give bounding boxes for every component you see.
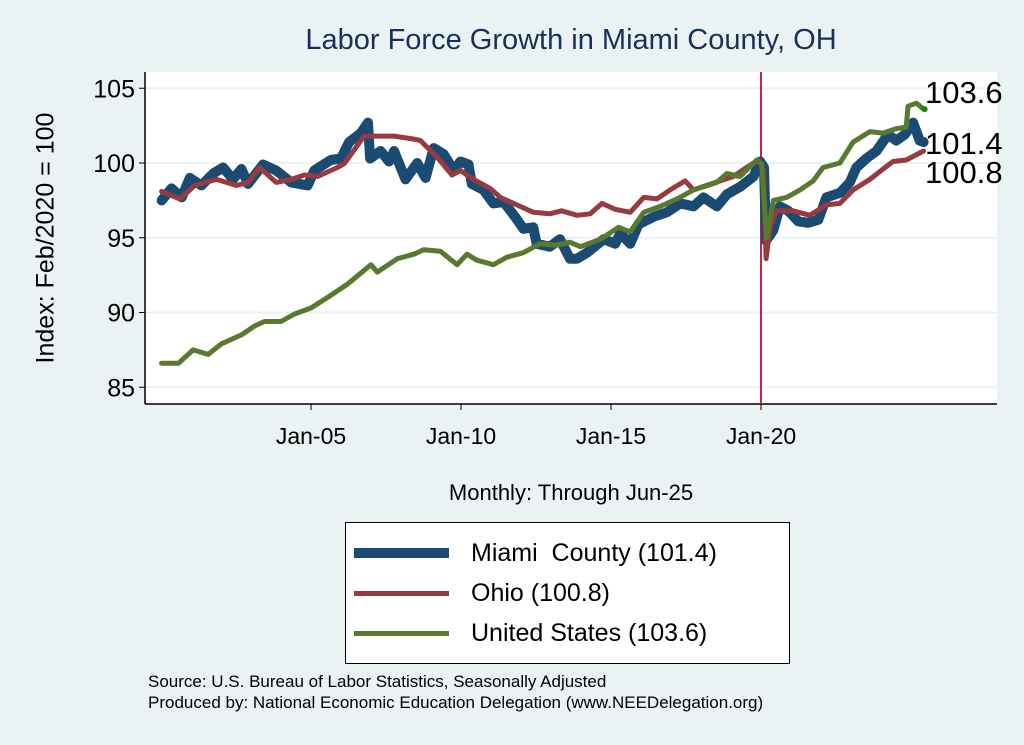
legend-swatch	[354, 548, 449, 558]
series-line-ohio	[159, 133, 927, 262]
end-value-label: 103.6	[925, 75, 1003, 110]
x-axis-label: Monthly: Through Jun-25	[448, 480, 694, 505]
y-tick-label: 95	[107, 225, 135, 253]
y-tick-label: 90	[107, 300, 135, 328]
legend: Miami County (101.4) Ohio (100.8) United…	[345, 522, 790, 664]
legend-swatch	[354, 630, 449, 636]
y-tick-label: 85	[107, 374, 135, 402]
y-axis-label: Index: Feb/2020 = 100	[31, 112, 60, 364]
legend-label: Ohio (100.8)	[471, 578, 610, 607]
y-tick-label: 105	[93, 75, 135, 103]
legend-swatch	[354, 590, 449, 596]
legend-item-us: United States (103.6)	[354, 613, 707, 653]
x-tick-label: Jan-10	[426, 423, 496, 449]
produced-by-note: Produced by: National Economic Education…	[148, 693, 764, 712]
legend-item-miami: Miami County (101.4)	[354, 533, 717, 573]
us-end-marker	[921, 106, 928, 113]
x-tick-label: Jan-20	[726, 423, 796, 449]
legend-item-ohio: Ohio (100.8)	[354, 573, 610, 613]
x-tick-label: Jan-05	[276, 423, 346, 449]
legend-label: Miami County (101.4)	[471, 538, 717, 567]
chart-title: Labor Force Growth in Miami County, OH	[305, 24, 837, 56]
end-value-label: 100.8	[925, 155, 1003, 190]
legend-label: United States (103.6)	[471, 618, 708, 647]
x-tick-label: Jan-15	[576, 423, 646, 449]
end-value-label: 101.4	[925, 126, 1003, 161]
y-tick-label: 100	[93, 150, 135, 178]
source-note: Source: U.S. Bureau of Labor Statistics,…	[148, 672, 607, 691]
series-line-us	[159, 100, 927, 366]
